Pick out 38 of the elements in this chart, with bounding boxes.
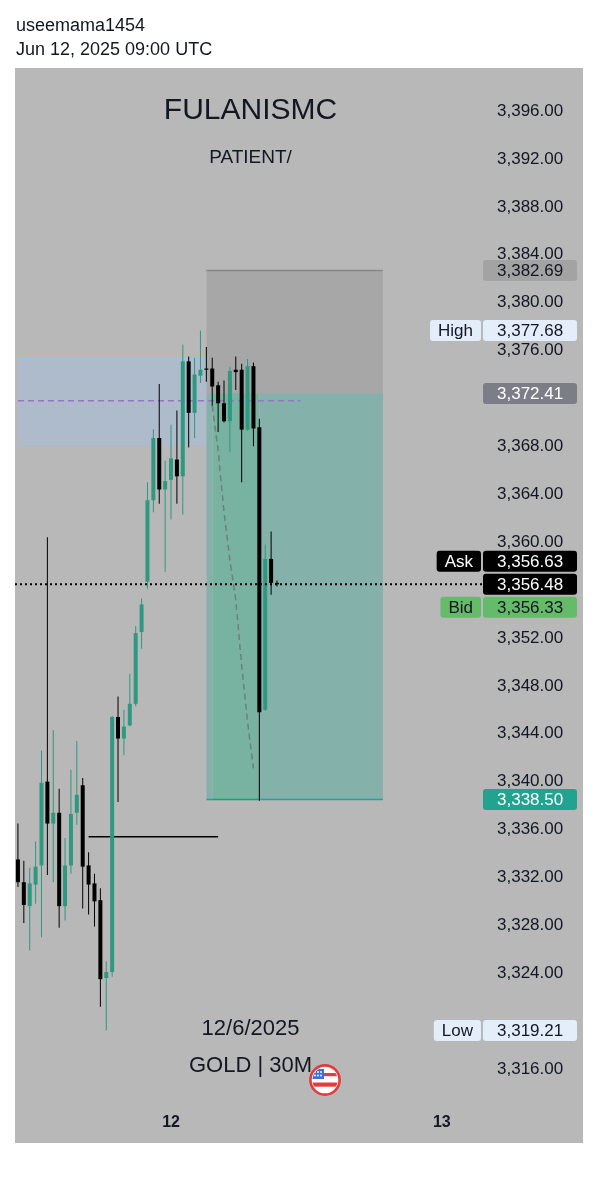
y-tick-label: 3,384.00 bbox=[497, 244, 564, 264]
text: FULANISMC bbox=[163, 92, 338, 126]
y-tick-label: 3,364.00 bbox=[497, 483, 564, 503]
y-tick-label: 3,324.00 bbox=[497, 962, 564, 982]
y-tick-label: 3,392.00 bbox=[497, 148, 564, 168]
text: useemama1454 bbox=[16, 14, 147, 37]
annotation: High bbox=[438, 321, 473, 341]
annotation: Ask bbox=[444, 551, 474, 571]
text: PATIENT/ bbox=[209, 146, 293, 168]
annotation: Low bbox=[441, 1021, 474, 1041]
y-tick-label: 3,336.00 bbox=[497, 819, 564, 839]
y-tick-label: 3,332.00 bbox=[497, 867, 564, 887]
y-tick-label: 3,368.00 bbox=[497, 436, 564, 456]
y-tick-label: 3,316.00 bbox=[497, 1058, 564, 1078]
y-tick-label: 3,360.00 bbox=[497, 531, 564, 551]
y-tick-label: 3,344.00 bbox=[497, 723, 564, 743]
x-tick-label: 12 bbox=[162, 1113, 181, 1131]
y-tick-label: 3,348.00 bbox=[497, 675, 564, 695]
text: 3,377.68 bbox=[497, 321, 564, 341]
y-tick-label: 3,388.00 bbox=[497, 196, 564, 216]
y-tick-label: 3,380.00 bbox=[497, 292, 564, 312]
y-tick-label: 3,328.00 bbox=[497, 915, 564, 934]
text: 3,382.69 bbox=[497, 261, 564, 281]
text: 3,319.21 bbox=[497, 1021, 564, 1041]
annotation: GOLD | 30M bbox=[188, 1052, 313, 1078]
annotation: Bid bbox=[448, 597, 473, 617]
y-tick-label: 3,340.00 bbox=[497, 771, 564, 791]
annotation: 12/6/2025 bbox=[201, 1015, 300, 1041]
text: 3,338.50 bbox=[497, 790, 564, 810]
y-tick-label: 3,376.00 bbox=[497, 340, 564, 360]
y-tick-label: 3,352.00 bbox=[497, 627, 564, 647]
text: 3,372.41 bbox=[497, 384, 564, 404]
text: Jun 12, 2025 09:00 UTC bbox=[16, 38, 213, 61]
text: 3,356.63 bbox=[497, 551, 564, 571]
text: 3,356.33 bbox=[497, 597, 564, 617]
x-tick-label: 13 bbox=[432, 1113, 451, 1131]
ref-line-label: 3,356.48 bbox=[497, 574, 564, 594]
y-tick-label: 3,396.00 bbox=[497, 100, 564, 120]
